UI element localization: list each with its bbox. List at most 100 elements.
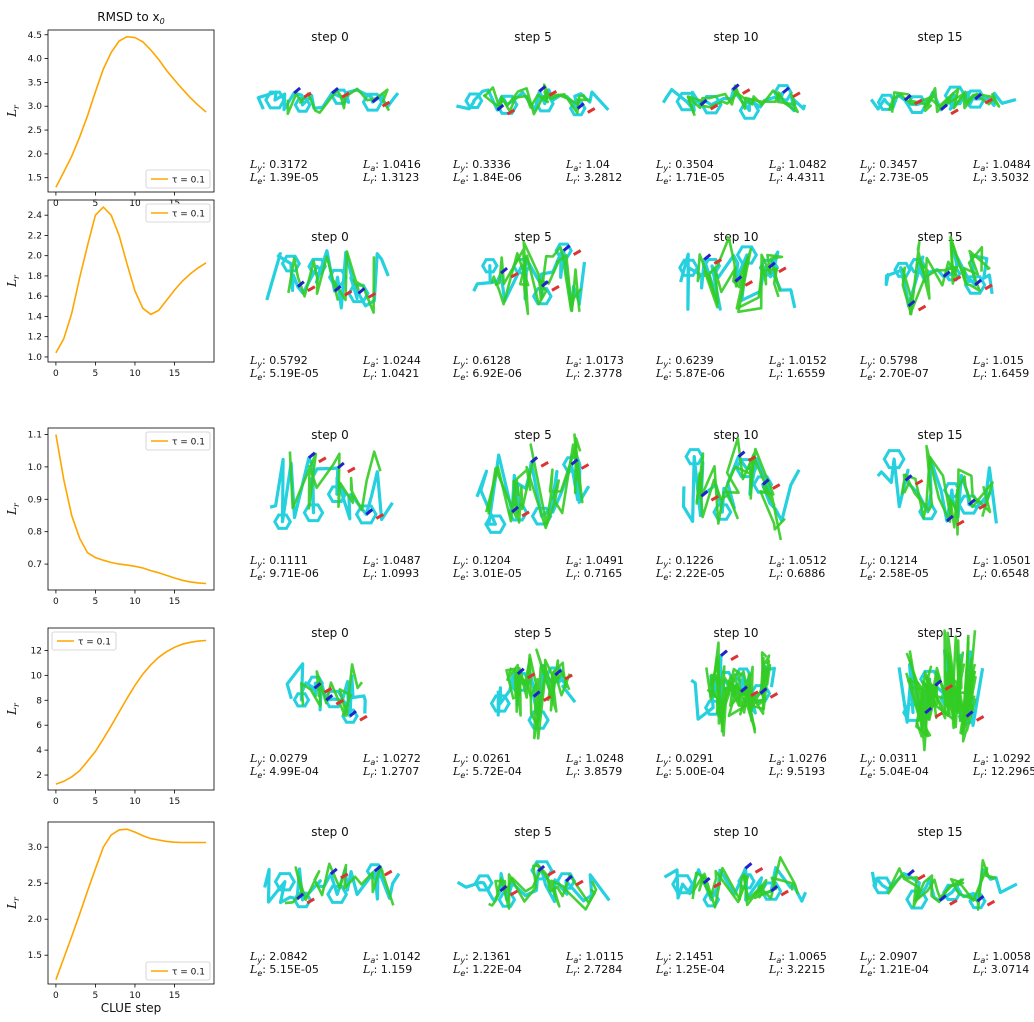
metric-le: Le: 1.71E-05 (656, 171, 725, 187)
molecule-ring (273, 872, 297, 892)
metric-le: Le: 1.39E-05 (250, 171, 319, 187)
molecule-oxygen (375, 513, 385, 520)
metric-la: La: 1.0142 (363, 950, 421, 966)
y-axis-label-sub: r (12, 702, 21, 707)
molecule-nitrogen (940, 103, 948, 111)
molecule-nitrogen (499, 884, 508, 893)
panel-title: step 15 (917, 230, 962, 244)
legend: τ = 0.1 (145, 203, 211, 223)
y-tick-label: 8 (36, 696, 42, 706)
y-tick-label: 1.1 (28, 430, 42, 440)
metric-le: Le: 2.73E-05 (860, 171, 929, 187)
molecule-image (678, 236, 797, 314)
metric-ly: Ly: 2.1361 (453, 950, 511, 966)
molecule-ring (568, 100, 587, 117)
y-tick-label: 2.0 (28, 150, 43, 160)
molecule-oxygen (540, 461, 549, 468)
molecule-nitrogen (703, 253, 712, 261)
legend-box (145, 431, 211, 451)
molecule-oxygen (934, 711, 943, 719)
y-tick-label: 4 (36, 746, 42, 756)
molecule-generated (886, 859, 995, 911)
metric-lr: Lr: 1.6459 (973, 367, 1030, 383)
molecule-oxygen (548, 90, 558, 97)
molecule-image (456, 83, 610, 117)
legend-box (145, 169, 211, 189)
molecule-ring (354, 504, 378, 525)
y-tick-label: 1.2 (28, 333, 42, 343)
metric-lr: Lr: 0.6886 (769, 567, 826, 583)
metric-ly: Ly: 0.1111 (250, 554, 308, 570)
line-chart-3: 0.7 0.8 0.9 1.0 1.1 0 5 10 15 Lr τ = 0.1 (5, 427, 215, 607)
molecule-nitrogen (907, 299, 916, 308)
molecule-nitrogen (333, 284, 342, 293)
metric-ly: Ly: 2.0907 (860, 950, 918, 966)
molecule-ring (527, 710, 550, 730)
molecule-image (265, 249, 390, 314)
legend: τ = 0.1 (51, 631, 117, 651)
molecule-nitrogen (974, 92, 983, 101)
molecule-reference (263, 867, 401, 905)
molecule-nitrogen (720, 649, 728, 657)
metric-lr: Lr: 0.6548 (973, 567, 1030, 583)
metric-la: La: 1.0484 (973, 158, 1031, 174)
x-tick-label: 0 (53, 369, 59, 379)
molecule-nitrogen (965, 710, 974, 718)
molecule-oxygen (952, 275, 962, 282)
molecule-oxygen (307, 285, 316, 292)
molecule-nitrogen (371, 95, 380, 104)
molecule-ring (361, 92, 384, 112)
y-tick-label: 3.0 (28, 102, 43, 112)
x-tick-label: 10 (129, 797, 141, 807)
line-chart-2: 1.0 1.2 1.4 1.6 1.8 2.0 2.2 2.4 0 5 10 15 Lr τ = 0.1 (5, 199, 215, 379)
molecule-nitrogen (296, 280, 305, 288)
line-chart-5: 1.5 2.0 2.5 3.0 0 5 10 15 Lr τ = 0.1 (5, 821, 215, 1001)
metric-la: La: 1.0065 (769, 950, 827, 966)
molecule-oxygen (956, 519, 965, 527)
molecule-nitrogen (974, 278, 983, 287)
molecule-oxygen (572, 249, 582, 256)
metric-lr: Lr: 3.8579 (566, 765, 623, 781)
molecule-generated (696, 247, 784, 314)
molecule-nitrogen (537, 864, 546, 873)
molecule-generated (900, 455, 994, 529)
metric-ly: Ly: 0.0311 (860, 752, 918, 768)
molecule-oxygen (778, 266, 787, 274)
molecule-nitrogen (699, 98, 708, 107)
metric-la: La: 1.015 (973, 354, 1024, 370)
metric-la: La: 1.0248 (566, 752, 624, 768)
chart-title: RMSD to x0 (97, 10, 164, 26)
legend: τ = 0.1 (145, 961, 211, 981)
metric-lr: Lr: 1.159 (363, 963, 413, 979)
y-tick-label: 2.5 (28, 879, 42, 889)
molecule-nitrogen (336, 461, 345, 470)
x-tick-label: 0 (53, 991, 59, 1001)
molecule-oxygen (367, 292, 377, 299)
molecule-ring (737, 873, 756, 890)
y-tick-label: 1.5 (28, 174, 42, 184)
molecule-ring (872, 876, 893, 895)
metric-la: La: 1.0416 (363, 158, 421, 174)
metric-ly: Ly: 0.3504 (656, 158, 714, 174)
molecule-oxygen (780, 889, 789, 897)
panel-title: step 5 (514, 626, 551, 640)
axes-frame (47, 199, 215, 363)
metric-la: La: 1.0058 (973, 950, 1031, 966)
axes-frame (47, 427, 215, 591)
molecule-nitrogen (496, 103, 505, 112)
molecule-image (884, 235, 994, 316)
metric-la: La: 1.0244 (363, 354, 421, 370)
molecule-generated (487, 437, 582, 525)
molecule-oxygen (359, 714, 368, 722)
molecule-image (663, 856, 808, 909)
molecule-oxygen (527, 672, 536, 680)
molecule-ring (882, 449, 906, 470)
molecule-nitrogen (906, 869, 915, 877)
series-line (55, 639, 207, 785)
molecule-ring (464, 92, 484, 109)
molecule-oxygen (547, 869, 556, 877)
molecule-oxygen (747, 455, 757, 462)
metric-le: Le: 5.04E-04 (860, 765, 929, 781)
panel-title: step 10 (713, 230, 758, 244)
metric-la: La: 1.0292 (973, 752, 1031, 768)
